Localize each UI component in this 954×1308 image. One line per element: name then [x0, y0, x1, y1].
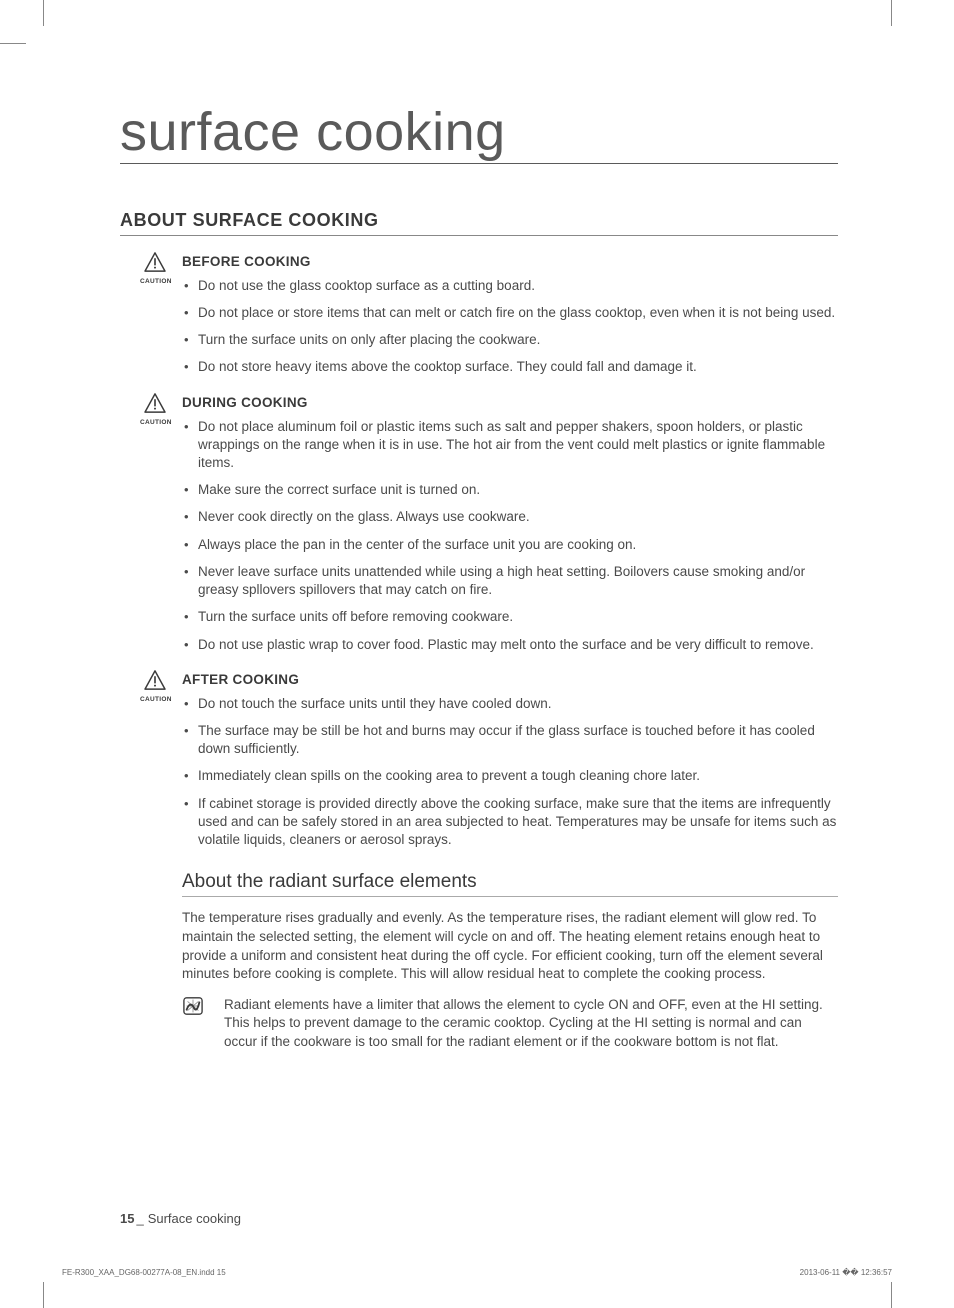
- caution-label: CAUTION: [140, 696, 170, 703]
- crop-mark: [43, 0, 44, 26]
- list-item: Never cook directly on the glass. Always…: [182, 508, 838, 526]
- page-content: surface cooking ABOUT SURFACE COOKING CA…: [120, 104, 838, 1052]
- indd-metadata: FE-R300_XAA_DG68-00277A-08_EN.indd 15 20…: [62, 1268, 892, 1277]
- before-cooking-block: CAUTION BEFORE COOKING Do not use the gl…: [182, 254, 838, 377]
- list-item: Immediately clean spills on the cooking …: [182, 767, 838, 785]
- list-item: Do not use plastic wrap to cover food. P…: [182, 636, 838, 654]
- caution-label: CAUTION: [140, 419, 170, 426]
- radiant-subtitle: About the radiant surface elements: [182, 871, 838, 897]
- page-number: 15: [120, 1211, 134, 1226]
- list-item: Never leave surface units unattended whi…: [182, 563, 838, 599]
- before-list: Do not use the glass cooktop surface as …: [182, 277, 838, 377]
- block-heading: BEFORE COOKING: [182, 254, 838, 269]
- crop-mark: [43, 1282, 44, 1308]
- list-item: The surface may be still be hot and burn…: [182, 722, 838, 758]
- crop-mark: [0, 43, 26, 44]
- list-item: Always place the pan in the center of th…: [182, 536, 838, 554]
- list-item: Turn the surface units on only after pla…: [182, 331, 838, 349]
- page-footer: 15_ Surface cooking: [120, 1211, 241, 1226]
- list-item: Turn the surface units off before removi…: [182, 608, 838, 626]
- list-item: Do not touch the surface units until the…: [182, 695, 838, 713]
- caution-icon: CAUTION: [140, 393, 170, 426]
- after-cooking-block: CAUTION AFTER COOKING Do not touch the s…: [182, 672, 838, 850]
- crop-mark: [891, 1282, 892, 1308]
- list-item: If cabinet storage is provided directly …: [182, 795, 838, 850]
- indd-timestamp: 2013-06-11 �� 12:36:57: [800, 1268, 892, 1277]
- caution-icon: CAUTION: [140, 252, 170, 285]
- indd-file: FE-R300_XAA_DG68-00277A-08_EN.indd 15: [62, 1268, 226, 1277]
- block-heading: DURING COOKING: [182, 395, 838, 410]
- after-list: Do not touch the surface units until the…: [182, 695, 838, 850]
- page-title: surface cooking: [120, 104, 838, 164]
- list-item: Do not store heavy items above the cookt…: [182, 358, 838, 376]
- list-item: Do not place aluminum foil or plastic it…: [182, 418, 838, 473]
- caution-icon: CAUTION: [140, 670, 170, 703]
- radiant-paragraph: The temperature rises gradually and even…: [182, 909, 838, 984]
- radiant-note: Radiant elements have a limiter that all…: [182, 996, 838, 1052]
- list-item: Make sure the correct surface unit is tu…: [182, 481, 838, 499]
- crop-mark: [891, 0, 892, 26]
- list-item: Do not place or store items that can mel…: [182, 304, 838, 322]
- note-text: Radiant elements have a limiter that all…: [224, 996, 838, 1052]
- section-heading: ABOUT SURFACE COOKING: [120, 210, 838, 236]
- during-list: Do not place aluminum foil or plastic it…: [182, 418, 838, 654]
- footer-underscore: _: [136, 1211, 143, 1226]
- footer-section: Surface cooking: [148, 1211, 241, 1226]
- block-heading: AFTER COOKING: [182, 672, 838, 687]
- during-cooking-block: CAUTION DURING COOKING Do not place alum…: [182, 395, 838, 654]
- note-icon: [182, 996, 204, 1021]
- list-item: Do not use the glass cooktop surface as …: [182, 277, 838, 295]
- caution-label: CAUTION: [140, 278, 170, 285]
